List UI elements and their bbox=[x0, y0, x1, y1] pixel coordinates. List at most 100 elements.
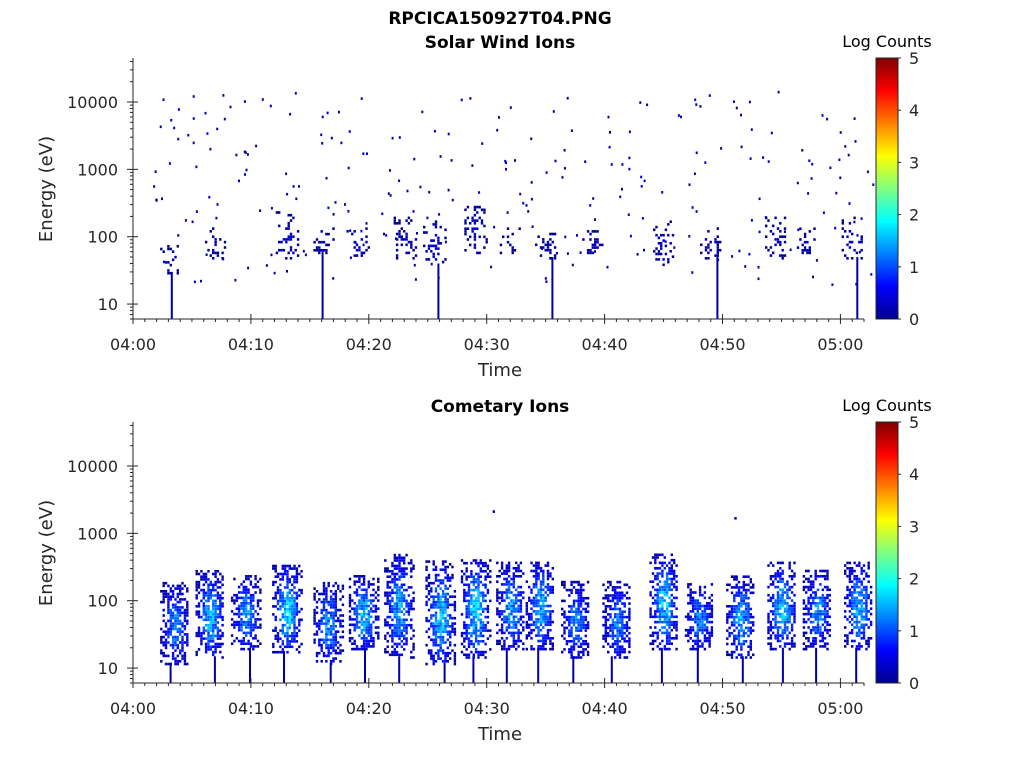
data-cell bbox=[289, 246, 293, 249]
data-cell bbox=[176, 584, 179, 588]
data-cell bbox=[546, 618, 550, 621]
data-cell bbox=[821, 610, 824, 613]
data-cell bbox=[464, 230, 467, 233]
data-cell bbox=[772, 232, 775, 236]
data-cell bbox=[202, 583, 205, 587]
data-cell bbox=[812, 612, 815, 616]
data-cell bbox=[860, 567, 863, 570]
data-cell bbox=[353, 583, 356, 586]
data-cell bbox=[542, 577, 545, 581]
data-cell bbox=[470, 631, 473, 635]
data-cell bbox=[546, 593, 550, 597]
data-cell bbox=[786, 642, 789, 645]
data-cell bbox=[657, 258, 661, 261]
data-cell bbox=[865, 623, 868, 627]
data-cell bbox=[809, 583, 813, 586]
data-cell bbox=[365, 607, 368, 610]
data-cell bbox=[654, 626, 657, 629]
data-cell bbox=[665, 631, 669, 635]
data-cell bbox=[793, 642, 796, 645]
data-cell bbox=[684, 615, 688, 619]
data-cell bbox=[320, 240, 323, 244]
data-cell bbox=[656, 615, 659, 619]
data-cell bbox=[703, 596, 707, 600]
data-cell bbox=[546, 620, 550, 624]
data-cell bbox=[332, 622, 335, 625]
colorbar-tick-label: 4 bbox=[909, 101, 919, 120]
data-cell bbox=[821, 604, 824, 608]
data-cell bbox=[242, 631, 245, 635]
data-cell bbox=[162, 641, 165, 644]
data-cell bbox=[372, 583, 375, 586]
data-cell bbox=[472, 610, 475, 613]
data-cell bbox=[591, 230, 594, 233]
data-cell bbox=[177, 137, 180, 141]
data-cell bbox=[474, 621, 478, 624]
data-cell bbox=[252, 645, 255, 648]
data-cell bbox=[197, 580, 201, 584]
data-cell bbox=[618, 629, 622, 632]
data-cell bbox=[332, 592, 335, 596]
data-cell bbox=[423, 244, 426, 248]
data-cell bbox=[384, 637, 387, 640]
data-cell bbox=[453, 603, 457, 607]
data-cell bbox=[348, 599, 352, 602]
data-cell bbox=[814, 575, 817, 578]
data-cell bbox=[216, 578, 220, 581]
data-cell bbox=[167, 598, 170, 601]
data-cell bbox=[696, 610, 699, 613]
data-cell bbox=[623, 626, 626, 630]
data-cell bbox=[860, 610, 863, 613]
data-cell bbox=[823, 637, 827, 640]
data-cell bbox=[249, 602, 253, 605]
data-cell bbox=[563, 621, 566, 624]
data-cell bbox=[716, 254, 719, 257]
data-cell bbox=[465, 599, 468, 603]
data-cell bbox=[360, 575, 363, 578]
data-cell bbox=[410, 599, 413, 603]
data-cell bbox=[348, 596, 352, 600]
data-cell bbox=[802, 575, 806, 578]
data-cell bbox=[680, 115, 682, 119]
data-cell bbox=[584, 618, 587, 622]
data-cell bbox=[441, 611, 445, 615]
data-cell bbox=[776, 238, 780, 241]
data-cell bbox=[441, 579, 445, 582]
data-cell bbox=[395, 583, 399, 587]
data-cell bbox=[327, 611, 330, 615]
data-cell bbox=[403, 621, 406, 624]
data-cell bbox=[663, 599, 666, 602]
data-cell bbox=[579, 596, 583, 600]
data-cell bbox=[370, 626, 373, 629]
data-cell bbox=[410, 618, 413, 622]
data-cell bbox=[575, 626, 578, 630]
data-cell bbox=[398, 235, 401, 238]
data-cell bbox=[577, 640, 580, 643]
data-cell bbox=[215, 216, 218, 220]
data-cell bbox=[809, 596, 813, 600]
data-cell bbox=[174, 660, 177, 663]
data-cell bbox=[673, 561, 676, 565]
data-cell bbox=[618, 580, 622, 584]
data-cell bbox=[779, 235, 782, 238]
data-cell bbox=[823, 618, 827, 621]
data-cell bbox=[654, 612, 657, 616]
data-cell bbox=[855, 602, 859, 605]
data-cell bbox=[386, 650, 389, 654]
data-cell bbox=[467, 607, 471, 611]
data-cell bbox=[293, 599, 296, 603]
data-cell bbox=[776, 631, 780, 635]
colorbar-tick-label: 3 bbox=[909, 517, 919, 536]
panel-title-solar-wind: Solar Wind Ions bbox=[425, 33, 576, 53]
data-cell bbox=[249, 615, 253, 619]
data-cell bbox=[275, 251, 279, 255]
data-cell bbox=[844, 615, 847, 619]
data-cell bbox=[654, 602, 657, 605]
data-cell bbox=[477, 615, 480, 619]
data-cell bbox=[395, 578, 399, 581]
data-cell bbox=[621, 648, 624, 651]
data-cell bbox=[728, 634, 731, 638]
data-cell bbox=[183, 660, 187, 663]
data-cell bbox=[740, 591, 743, 595]
data-cell bbox=[689, 618, 692, 621]
